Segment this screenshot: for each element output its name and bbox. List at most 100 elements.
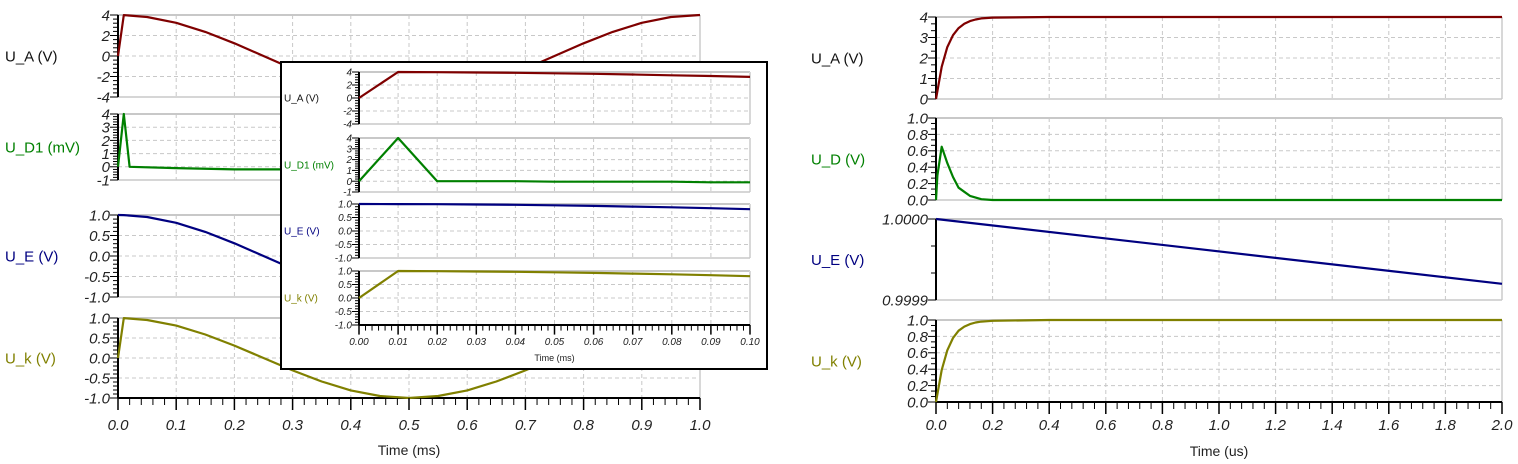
y-tick-label: 3 <box>346 144 352 155</box>
y-tick-label: -4 <box>97 89 110 106</box>
x-tick-label: 0.0 <box>108 417 130 434</box>
y-tick-label: 0.8 <box>907 127 929 144</box>
y-tick-label: -2 <box>343 107 352 118</box>
y-tick-label: 1 <box>102 146 110 163</box>
series-line-u_e <box>358 202 751 211</box>
x-tick-label: 0.09 <box>701 337 721 348</box>
x-tick-label: 0.9 <box>631 417 653 434</box>
x-tick-label: 1.2 <box>1265 417 1287 434</box>
y-tick-label: 0.8 <box>907 329 929 346</box>
panel-ylabel: U_D1 (mV) <box>284 161 334 172</box>
series-line-u_k <box>358 269 751 299</box>
y-tick-label: 1.0 <box>907 110 929 127</box>
y-tick-label: 1.0 <box>89 207 111 224</box>
x-tick-label: 1.0 <box>690 417 712 434</box>
y-tick-label: 2 <box>345 155 352 166</box>
x-axis-title: Time (us) <box>1190 443 1249 459</box>
panel-ylabel: U_k (V) <box>284 294 318 305</box>
x-tick-label: 2.0 <box>1491 417 1514 434</box>
series-line-u_k <box>934 318 1502 403</box>
panel-ylabel: U_A (V) <box>284 94 319 105</box>
y-tick-label: 1.0 <box>907 312 929 329</box>
series-line-u_d <box>116 112 293 171</box>
x-tick-label: 1.8 <box>1435 417 1457 434</box>
y-tick-label: 2 <box>101 28 111 45</box>
panel-ylabel: U_E (V) <box>5 248 58 265</box>
y-tick-label: 4 <box>920 9 928 26</box>
y-tick-label: 4 <box>102 7 110 24</box>
y-tick-label: -1.0 <box>335 254 353 265</box>
x-tick-label: 0.04 <box>506 337 526 348</box>
y-tick-label: -0.5 <box>84 370 111 387</box>
y-tick-label: 0.0 <box>907 394 929 411</box>
y-tick-label: -1.0 <box>84 289 111 306</box>
x-tick-label: 1.6 <box>1378 417 1400 434</box>
y-tick-label: -0.5 <box>335 307 353 318</box>
y-tick-label: 0.5 <box>89 228 111 245</box>
y-tick-label: -0.5 <box>84 269 111 286</box>
x-tick-label: 0.0 <box>926 417 948 434</box>
x-tick-label: 0.03 <box>467 337 487 348</box>
series-line-u_d <box>358 136 750 184</box>
series-line-u_e <box>117 213 294 270</box>
y-tick-label: 0.6 <box>907 345 929 362</box>
y-tick-label: 0.5 <box>338 280 352 291</box>
x-tick-label: 0.08 <box>662 337 682 348</box>
x-tick-label: 0.6 <box>1095 417 1117 434</box>
y-tick-label: 1 <box>920 71 928 88</box>
y-tick-label: 0.0 <box>338 227 352 238</box>
y-tick-label: 4 <box>102 106 110 123</box>
x-tick-label: 1.0 <box>1209 417 1231 434</box>
y-tick-label: 0.2 <box>907 378 929 395</box>
y-tick-label: 0 <box>920 91 929 108</box>
y-tick-label: 2 <box>919 50 929 67</box>
panel-ylabel: U_k (V) <box>811 353 862 370</box>
y-tick-label: 0 <box>102 159 111 176</box>
y-tick-label: 1.0 <box>89 310 111 327</box>
y-tick-label: 1.0 <box>338 267 352 278</box>
panel-u_a: 4 2 0 -2 -4 U_A (V) <box>284 68 751 131</box>
panel-ylabel: U_E (V) <box>811 252 864 269</box>
y-tick-label: -1.0 <box>335 321 353 332</box>
x-tick-label: 0.4 <box>1039 417 1060 434</box>
x-tick-label: 0.3 <box>282 417 304 434</box>
x-tick-label: 1.4 <box>1322 417 1343 434</box>
x-tick-label: 0.06 <box>584 337 604 348</box>
x-tick-label: 0.8 <box>573 417 595 434</box>
panel-u_k: 1.00.80.60.40.20.0 U_k (V) <box>811 312 1503 411</box>
x-axis-title: Time (ms) <box>378 442 440 458</box>
y-tick-label: 0.4 <box>907 160 928 177</box>
y-tick-label: 0.9999 <box>882 292 929 309</box>
y-tick-label: 0.0 <box>89 350 111 367</box>
y-tick-label: 2 <box>345 81 352 92</box>
panel-ylabel: U_E (V) <box>284 227 320 238</box>
y-tick-label: 0.5 <box>338 213 352 224</box>
y-tick-label: 2 <box>101 133 111 150</box>
y-tick-label: -1 <box>97 172 110 189</box>
panel-u_e: 1.0000 0.9999 U_E (V) <box>811 211 1503 309</box>
x-tick-label: 0.4 <box>340 417 361 434</box>
panel-ylabel: U_D1 (mV) <box>5 139 80 156</box>
panel-ylabel: U_D (V) <box>811 151 865 168</box>
y-tick-label: -0.5 <box>335 240 353 251</box>
y-tick-label: 0.0 <box>338 294 352 305</box>
panel-ylabel: U_k (V) <box>5 350 56 367</box>
y-tick-label: 0.2 <box>907 176 929 193</box>
x-tick-label: 0.05 <box>545 337 565 348</box>
panel-ylabel: U_A (V) <box>811 50 864 67</box>
x-tick-label: 0.10 <box>740 337 760 348</box>
x-tick-label: 0.00 <box>349 337 369 348</box>
x-tick-label: 0.07 <box>623 337 643 348</box>
x-tick-label: 0.5 <box>399 417 421 434</box>
y-tick-label: 4 <box>346 68 352 79</box>
y-tick-label: 0.6 <box>907 143 929 160</box>
y-tick-label: 1.0000 <box>882 211 929 228</box>
y-tick-label: 0 <box>102 48 111 65</box>
y-tick-label: 1.0 <box>338 200 352 211</box>
x-tick-label: 0.2 <box>224 417 246 434</box>
panel-ylabel: U_A (V) <box>5 48 58 65</box>
series-line-u_a <box>358 70 751 99</box>
y-tick-label: 0.0 <box>907 192 929 209</box>
